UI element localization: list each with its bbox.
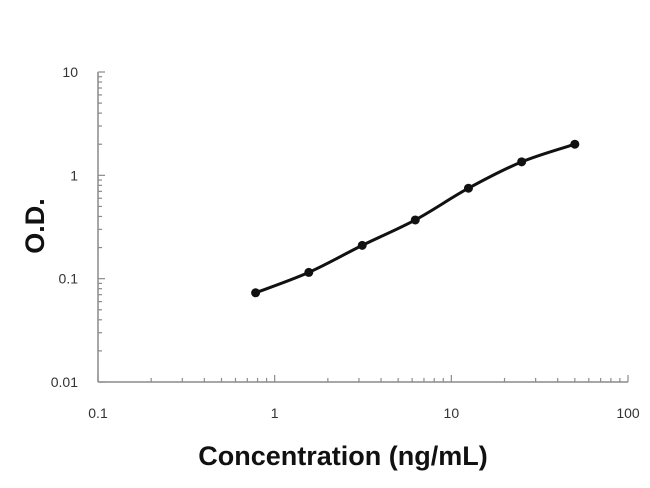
y-tick-label: 1 [70,167,78,183]
y-axis-tick-labels: 0.01 0.1 1 10 [51,64,78,390]
y-tick-label: 0.01 [51,374,78,390]
x-axis-tick-labels: 0.1 1 10 100 [88,405,640,421]
y-tick-label: 0.1 [59,271,79,287]
y-axis-title: O.D. [20,198,50,254]
x-axis-ticks [97,375,629,382]
axes: 0.01 0.1 1 10 0.1 1 10 100 [51,64,640,421]
data-point [517,157,527,167]
plot-area [251,139,580,298]
x-tick-label: 10 [444,405,460,421]
data-point [570,139,580,149]
data-points [251,139,580,298]
x-axis-title: Concentration (ng/mL) [198,441,487,471]
x-tick-label: 1 [271,405,279,421]
data-point [410,215,420,225]
y-axis-ticks [98,71,105,383]
y-tick-label: 10 [62,64,78,80]
x-tick-label: 0.1 [88,405,108,421]
data-point [463,183,473,193]
data-point [304,267,314,277]
data-point [251,288,261,298]
x-tick-label: 100 [616,405,640,421]
data-point [357,240,367,250]
